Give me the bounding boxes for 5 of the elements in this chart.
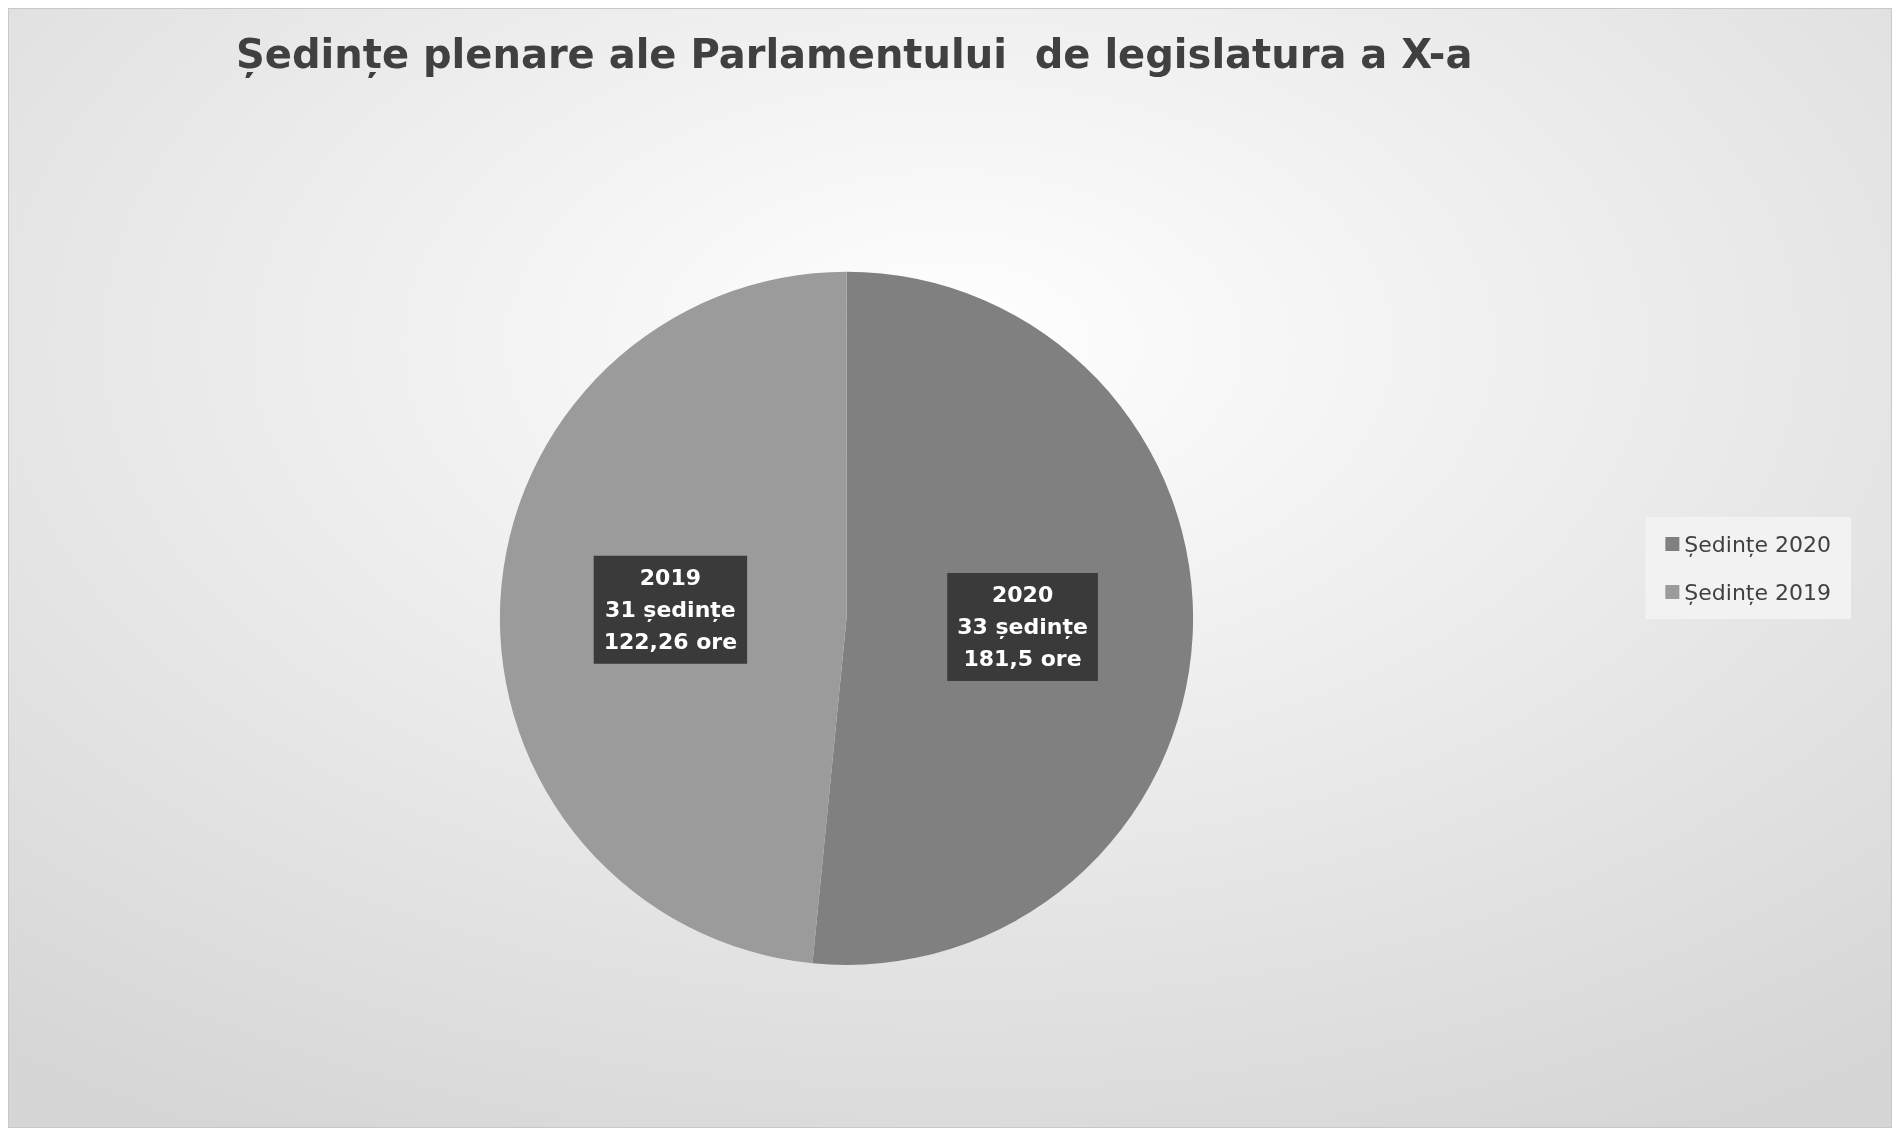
legend-label: Ședințe 2020 (1684, 531, 1832, 557)
data-label: 2020 33 ședințe 181,5 ore (957, 582, 1088, 672)
chart-title: Ședințe plenare ale Parlamentului de legislatura a X-a (236, 31, 1473, 78)
legend-label: Ședințe 2019 (1684, 579, 1832, 605)
data-label: 2019 31 ședințe 122,26 ore (603, 565, 738, 655)
